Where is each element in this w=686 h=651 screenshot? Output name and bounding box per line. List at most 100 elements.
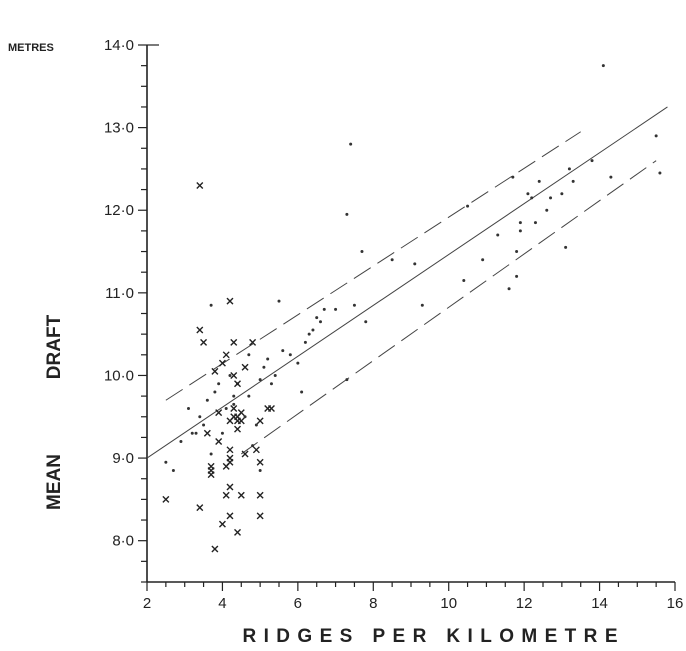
data-point-dot [545,208,549,212]
data-point-dot [466,204,470,208]
data-point-dot [228,373,232,377]
data-point-dot [518,221,522,225]
data-point-cross [226,446,234,454]
x-axis: 2 4 6 8 10 12 14 16 [143,581,683,612]
y-tick-label: 13·0 [104,120,134,137]
y-tick-label: 11·0 [105,285,134,302]
y-axis: 8·0 9·0 10·0 11·0 12·0 13·0 14·0 [104,37,159,583]
data-point-cross [162,495,170,503]
data-point-dot [281,349,285,353]
data-point-cross [211,367,219,375]
y-tick-label: 9·0 [112,450,134,467]
data-point-dot [300,390,304,394]
data-point-dot [560,192,564,196]
data-point-cross [234,528,242,536]
data-point-cross [196,504,204,512]
x-tick-label: 6 [294,595,302,612]
data-point-dot [266,357,270,361]
data-point-dot [601,64,605,68]
data-point-cross [256,491,264,499]
data-point-cross [237,417,245,425]
data-point-dot [462,278,466,282]
data-point-dot [179,440,183,444]
data-point-cross [222,491,230,499]
data-point-dot [247,394,251,398]
data-point-dot [496,233,500,237]
data-point-dot [164,460,168,464]
y-axis-title-word-1: MEAN [44,454,65,510]
trend-lines [146,106,668,459]
data-point-dot [515,250,519,254]
data-point-cross [230,371,238,379]
y-tick-label: 12·0 [104,202,134,219]
data-point-cross [230,338,238,346]
lower-bound-dashed-line [240,160,657,455]
y-tick-label: 8·0 [112,533,134,550]
data-point-cross [203,429,211,437]
data-point-cross [215,438,223,446]
regression-line [146,106,668,459]
data-point-dot [269,382,273,386]
data-point-dot [277,299,281,303]
data-point-dot [232,402,236,406]
data-point-dot [533,221,537,225]
data-point-dot [209,452,213,456]
data-point-dot [307,332,311,336]
data-point-dot [262,365,266,369]
data-point-dot [420,303,424,307]
data-point-dot [567,167,571,171]
data-point-dot [171,468,175,472]
data-point-dot [360,250,364,254]
data-point-cross [234,425,242,433]
data-point-dot [530,196,534,200]
data-point-cross [196,326,204,334]
data-point-cross [234,380,242,388]
data-point-dot [209,303,213,307]
data-point-dot [549,196,553,200]
data-point-dot [537,179,541,183]
data-point-cross [226,458,234,466]
x-tick-label: 12 [516,595,533,612]
data-point-dot [273,373,277,377]
data-point-dot [311,328,315,332]
data-point-dot [349,142,353,146]
data-point-dot [526,192,530,196]
data-point-dot [258,378,262,382]
data-point-cross [237,491,245,499]
x-axis-title: RIDGES PER KILOMETRE [243,626,618,647]
data-point-cross [226,512,234,520]
x-tick-label: 4 [218,595,226,612]
data-point-cross [256,417,264,425]
data-point-dot [315,316,319,320]
data-point-cross [207,471,215,479]
data-point-dot [515,274,519,278]
data-point-cross [252,446,260,454]
data-point-dot [258,468,262,472]
data-point-dot [303,340,307,344]
data-point-dot [334,307,338,311]
data-point-dot [609,175,613,179]
data-point-dot [352,303,356,307]
x-tick-label: 2 [143,595,151,612]
data-point-dot [322,307,326,311]
data-point-cross [226,483,234,491]
data-point-cross [230,405,238,413]
data-point-cross [218,359,226,367]
data-point-dot [247,353,251,357]
data-point-cross [196,181,204,189]
data-point-dot [232,394,236,398]
data-point-dot [318,320,322,324]
data-point-dot [518,229,522,233]
data-point-dot [654,134,658,138]
data-point-dot [186,407,190,411]
data-point-dot [511,175,515,179]
data-point-cross [200,338,208,346]
data-point-cross [256,512,264,520]
data-point-cross [241,363,249,371]
y-axis-title-word-2: DRAFT [44,314,65,379]
data-point-cross [249,338,257,346]
data-point-dot [220,431,224,435]
data-point-cross [241,450,249,458]
x-tick-label: 10 [440,595,457,612]
